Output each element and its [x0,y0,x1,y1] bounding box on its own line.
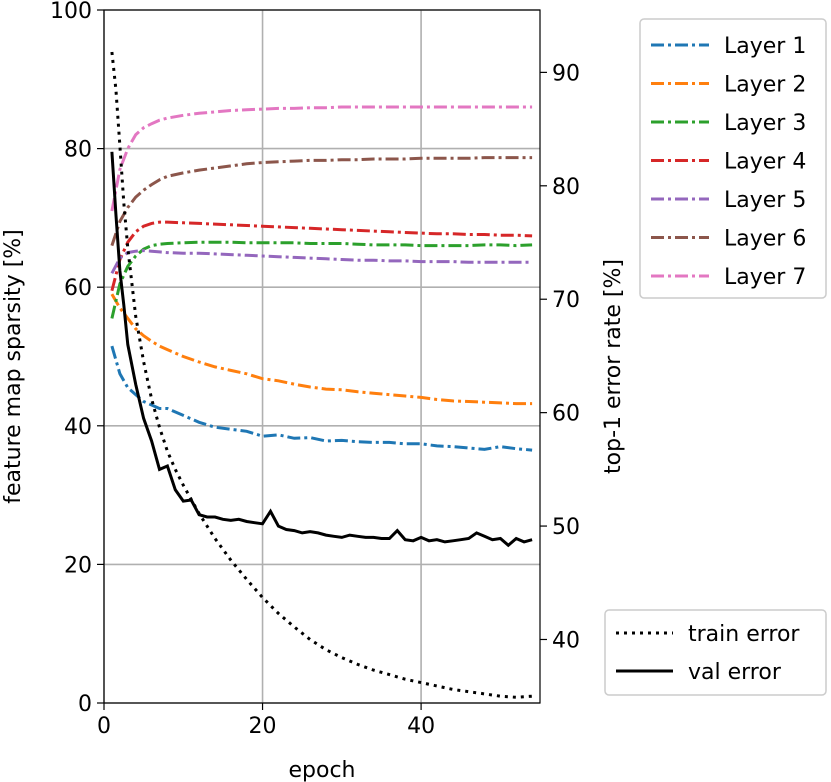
legend-label-train-error: train error [688,622,800,647]
y-tick-label-right: 90 [552,61,580,86]
y-tick-label-left: 80 [64,138,92,163]
series-line-layer-7 [110,105,533,212]
plot-frame [103,9,541,704]
series-line-layer-6 [110,156,533,247]
legend-label-layer-5: Layer 5 [724,188,806,213]
series-line-layer-5 [110,248,533,274]
y-tick-label-right: 60 [552,402,580,427]
y-tick-label-left: 40 [64,415,92,440]
y-tick-label-left: 20 [64,553,92,578]
x-tick-label: 40 [407,714,435,739]
y-tick-label-left: 60 [64,276,92,301]
x-tick-label: 20 [249,714,277,739]
legend-label-layer-1: Layer 1 [724,34,806,59]
legend-label-layer-4: Layer 4 [724,150,806,175]
x-tick-label: 0 [97,714,111,739]
legend-label-layer-2: Layer 2 [724,73,806,98]
plot-area [104,10,540,703]
legend-sparsity: Layer 1 Layer 2 Layer 3 Layer 4 Layer 5 Layer… [639,18,827,299]
series-line-val-error [110,151,533,548]
series-line-layer-2 [110,293,533,406]
legend-label-layer-7: Layer 7 [724,265,806,290]
series-line-layer-1 [110,345,533,452]
series-line-layer-4 [110,220,533,292]
y-tick-label-left: 100 [50,0,92,24]
series-line-layer-3 [110,240,533,319]
y-tick-label-right: 70 [552,288,580,313]
x-axis-label: epoch [289,758,356,782]
legend-error: train error val error [604,609,827,696]
legend-label-layer-6: Layer 6 [724,227,806,252]
axes-layer: 0 20 40 0 20 40 60 80 100 40 50 60 70 80 90 [50,0,580,739]
series-line-train-error [110,51,533,699]
y-tick-label-left: 0 [78,692,92,717]
legend-label-layer-3: Layer 3 [724,111,806,136]
y-tick-label-right: 40 [552,628,580,653]
legend-sparsity-box [639,18,827,299]
series-layer [110,51,533,699]
y-axis-label-left: feature map sparsity [%] [1,229,26,504]
legend-error-box [604,609,827,696]
y-axis-label-right: top-1 error rate [%] [601,259,626,474]
legend-label-val-error: val error [688,660,782,685]
y-tick-label-right: 80 [552,175,580,200]
y-tick-label-right: 50 [552,515,580,540]
